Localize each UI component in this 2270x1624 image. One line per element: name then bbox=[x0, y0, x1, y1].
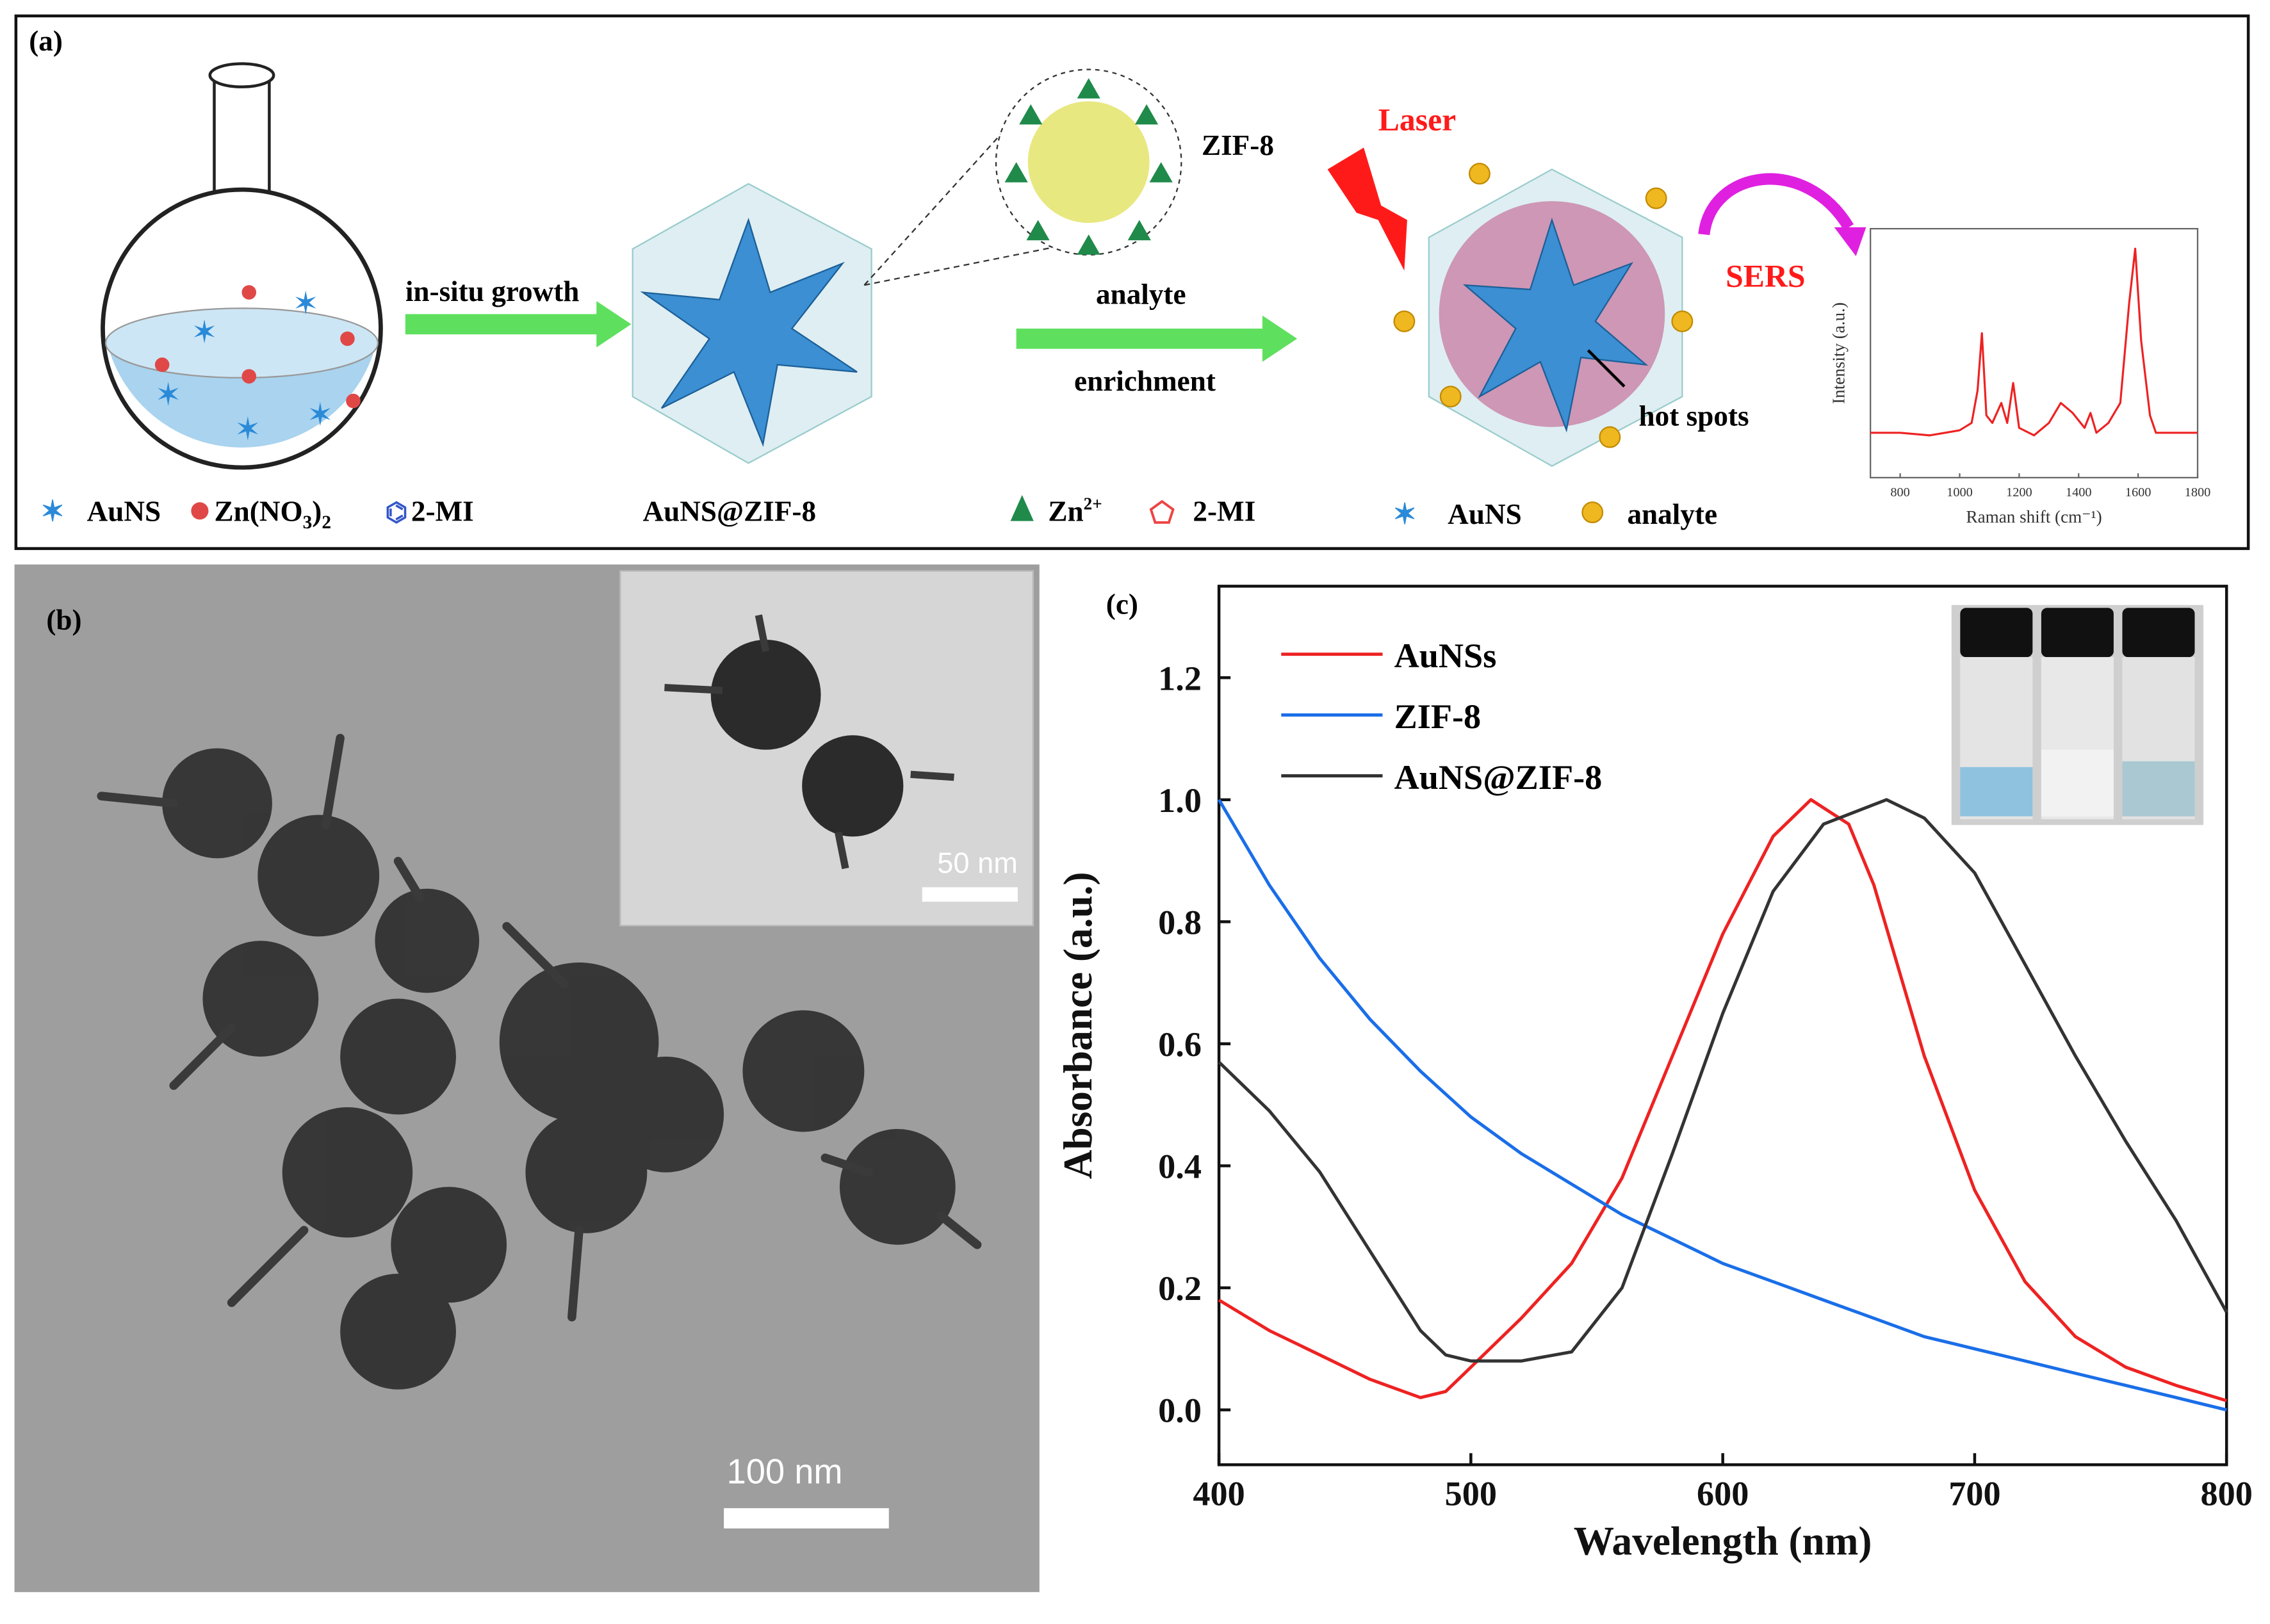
tem-nanostars-image bbox=[97, 733, 982, 1390]
x-axis-label: Wavelength (nm) bbox=[1574, 1518, 1872, 1563]
panel-c-label: (c) bbox=[1106, 589, 1138, 621]
tem-inset-image bbox=[664, 614, 954, 870]
panel-a-schematic: (a) ✶ ✶ ✶ ✶ ✶ in-situ growth bbox=[14, 14, 2250, 550]
y-axis-label: Absorbance (a.u.) bbox=[1056, 872, 1100, 1179]
aunS-icon: ✶ bbox=[40, 496, 65, 528]
arrow-icon bbox=[1016, 315, 1298, 362]
x-tick-label: 1600 bbox=[2125, 485, 2152, 499]
svg-text:Zn(NO3)2: Zn(NO3)2 bbox=[215, 496, 332, 533]
zn-nitrate-icon bbox=[191, 502, 209, 520]
panel-a-label: (a) bbox=[29, 26, 63, 58]
main-scale-bar bbox=[724, 1508, 889, 1529]
y-tick-label: 0.6 bbox=[1158, 1025, 1202, 1064]
series-line-aunss bbox=[1218, 798, 2227, 1402]
svg-text:✶: ✶ bbox=[293, 286, 320, 321]
x-tick-label: 1800 bbox=[2185, 485, 2211, 499]
zn-ion-icon bbox=[1010, 494, 1034, 521]
svg-text:✶: ✶ bbox=[234, 412, 261, 447]
step-in-situ-growth: in-situ growth bbox=[405, 275, 580, 307]
series-line-auns-zif-8 bbox=[1218, 798, 2228, 1363]
step-enrichment: enrichment bbox=[1074, 365, 1216, 397]
y-tick-label: 1.0 bbox=[1158, 781, 1202, 820]
x-tick-label: 700 bbox=[1948, 1475, 2000, 1513]
aunS-icon-2: ✶ bbox=[1392, 498, 1417, 530]
sers-label: SERS bbox=[1726, 259, 1805, 294]
legend-zn-ion: Zn bbox=[1048, 496, 1083, 528]
y-tick-label: 1.2 bbox=[1158, 659, 1202, 697]
main-scale-label: 100 nm bbox=[726, 1453, 843, 1493]
svg-text:✶: ✶ bbox=[155, 377, 182, 412]
sers-arrow-icon bbox=[1698, 173, 1854, 236]
legend-2-mi-2: 2-MI bbox=[1193, 496, 1255, 528]
legend-aunS-zif8: AuNS@ZIF-8 bbox=[643, 496, 817, 528]
sers-particle-icon bbox=[1393, 163, 1694, 467]
y-tick-label: 0.2 bbox=[1158, 1269, 1202, 1308]
y-tick-label: 0.4 bbox=[1158, 1147, 1202, 1185]
plot-frame bbox=[1870, 227, 2199, 478]
zif8-label: ZIF-8 bbox=[1202, 129, 1274, 161]
x-tick-label: 800 bbox=[1890, 485, 1910, 499]
legend-zn-nitrate: Zn(NO bbox=[215, 496, 303, 528]
raman-spectrum-chart: 800 1000 1200 1400 1600 1800 Raman shift (cm⁻¹… bbox=[1829, 227, 2211, 526]
x-tick-label: 1000 bbox=[1947, 485, 1973, 499]
svg-text:Zn2+: Zn2+ bbox=[1048, 494, 1102, 528]
series-line-spectrum bbox=[1870, 247, 2198, 437]
step-analyte: analyte bbox=[1096, 279, 1186, 311]
legend-aunS: AuNS bbox=[87, 496, 161, 528]
zif8-zoom-icon bbox=[995, 69, 1182, 256]
vials-photo bbox=[1951, 605, 2204, 825]
legend-label: AuNSs bbox=[1394, 637, 1497, 675]
svg-text:✶: ✶ bbox=[191, 315, 218, 350]
x-axis-label: Raman shift (cm⁻¹) bbox=[1966, 507, 2102, 526]
x-tick-label: 1200 bbox=[2006, 485, 2032, 499]
hot-spots-label: hot spots bbox=[1639, 400, 1749, 432]
laser-label: Laser bbox=[1378, 102, 1457, 137]
legend-aunS-2: AuNS bbox=[1448, 498, 1522, 530]
y-tick-label: 0.8 bbox=[1158, 903, 1202, 941]
legend-label: AuNS@ZIF-8 bbox=[1394, 758, 1603, 797]
svg-text:✶: ✶ bbox=[307, 397, 334, 432]
legend-analyte: analyte bbox=[1627, 498, 1717, 530]
x-tick-label: 1400 bbox=[2066, 485, 2092, 499]
inset-scale-bar bbox=[922, 887, 1018, 902]
series-line-zif-8 bbox=[1217, 799, 2227, 1412]
2-mi-ring-icon: ⬠ bbox=[1149, 497, 1175, 529]
schematic-drawing: ✶✶✶✶ ✶ in-situ growth ZIF-8 analyte enr bbox=[40, 62, 2211, 533]
legend-label: ZIF-8 bbox=[1394, 697, 1482, 736]
laser-bolt-icon bbox=[1327, 147, 1407, 271]
x-tick-label: 400 bbox=[1193, 1475, 1245, 1513]
arrow-icon bbox=[405, 301, 632, 348]
plot-frame bbox=[1217, 585, 2228, 1466]
aunS-zif8-particle-icon bbox=[632, 183, 872, 464]
inset-scale-label: 50 nm bbox=[937, 848, 1018, 881]
legend-2-mi: 2-MI bbox=[411, 496, 474, 528]
y-tick-label: 0.0 bbox=[1158, 1392, 1202, 1430]
panel-b-tem-image: (b) 50 nm 100 nm bbox=[14, 564, 1040, 1593]
panel-c-absorbance-chart: 400 500 600 700 800 0.0 0.2 0.4 0.6 0.8 1.0 1.2 Wave… bbox=[1056, 585, 2253, 1563]
panel-b-label: (b) bbox=[46, 605, 82, 637]
2-mi-icon: ⌬ bbox=[385, 498, 408, 527]
analyte-icon bbox=[1581, 501, 1604, 524]
x-tick-label: 600 bbox=[1697, 1475, 1749, 1513]
tem-inset: 50 nm bbox=[619, 570, 1034, 927]
x-tick-label: 800 bbox=[2201, 1475, 2253, 1513]
y-axis-label: Intensity (a.u.) bbox=[1829, 302, 1848, 404]
x-tick-label: 500 bbox=[1445, 1475, 1497, 1513]
flask-icon: ✶ ✶ ✶ ✶ ✶ bbox=[101, 62, 383, 470]
